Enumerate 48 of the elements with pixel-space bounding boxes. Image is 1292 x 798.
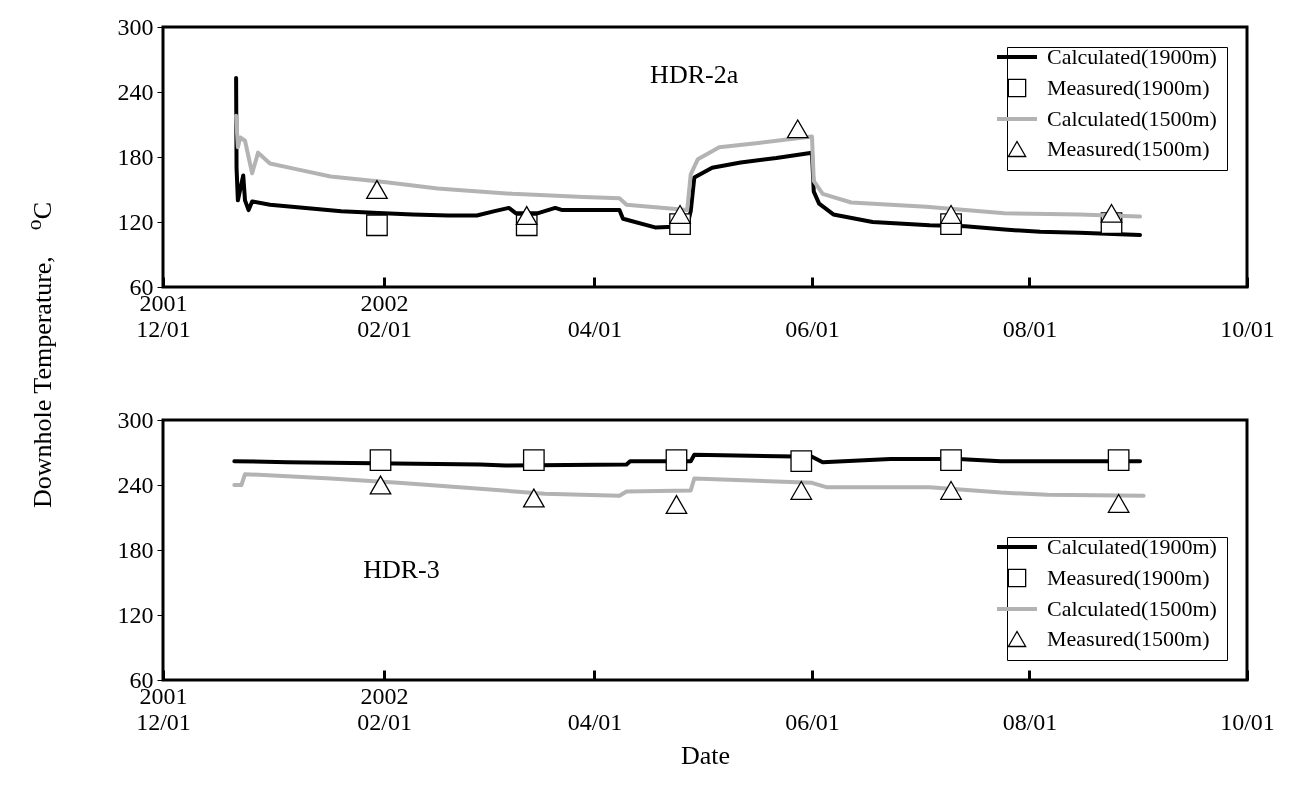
legend-label: Calculated(1900m) xyxy=(1047,44,1217,69)
legend-label: Calculated(1900m) xyxy=(1047,534,1217,559)
y-tick-label: 240 xyxy=(117,78,154,105)
y-tick-label: 180 xyxy=(117,536,154,563)
annotation: HDR-2a xyxy=(650,60,739,90)
point xyxy=(1100,203,1123,223)
point xyxy=(665,494,688,515)
x-tick-label: 2002 02/01 xyxy=(357,289,412,342)
x-tick-label: 04/01 xyxy=(567,708,623,735)
x-tick-label: 10/01 xyxy=(1220,708,1275,735)
y-tick-label: 240 xyxy=(117,471,154,498)
x-tick-label: 08/01 xyxy=(1002,708,1058,735)
x-tick-label: 10/01 xyxy=(1220,315,1275,342)
point xyxy=(790,480,813,500)
point xyxy=(522,449,545,471)
point xyxy=(1107,449,1130,471)
point xyxy=(515,205,538,226)
legend-label: Measured(1500m) xyxy=(1047,136,1210,161)
y-tick-label: 120 xyxy=(117,208,154,235)
point xyxy=(369,475,392,495)
point xyxy=(366,179,388,200)
y-tick-label: 300 xyxy=(117,13,154,40)
point xyxy=(940,204,962,224)
point xyxy=(1107,493,1130,513)
point xyxy=(366,214,388,237)
x-tick-label: 06/01 xyxy=(785,708,840,735)
x-tick-label: 2002 02/01 xyxy=(357,682,412,735)
point xyxy=(665,449,688,471)
legend-label: Calculated(1500m) xyxy=(1047,596,1217,621)
y-tick-label: 180 xyxy=(117,143,154,170)
point xyxy=(940,480,962,500)
legend-label: Calculated(1500m) xyxy=(1047,106,1217,131)
x-tick-label: 06/01 xyxy=(785,315,840,342)
y-tick-label: 300 xyxy=(117,406,154,433)
annotation: HDR-3 xyxy=(363,555,440,585)
x-axis-title: Date xyxy=(680,740,731,770)
point xyxy=(369,449,392,471)
x-tick-label: 08/01 xyxy=(1002,315,1058,342)
legend-label: Measured(1500m) xyxy=(1047,626,1210,651)
legend-label: Measured(1900m) xyxy=(1047,75,1210,100)
point xyxy=(790,450,813,473)
point xyxy=(786,119,809,139)
point xyxy=(522,488,545,508)
point xyxy=(669,204,691,224)
legend-label: Measured(1900m) xyxy=(1047,565,1210,590)
y-tick-label: 120 xyxy=(117,601,154,628)
x-tick-label: 04/01 xyxy=(567,315,623,342)
point xyxy=(940,449,962,471)
